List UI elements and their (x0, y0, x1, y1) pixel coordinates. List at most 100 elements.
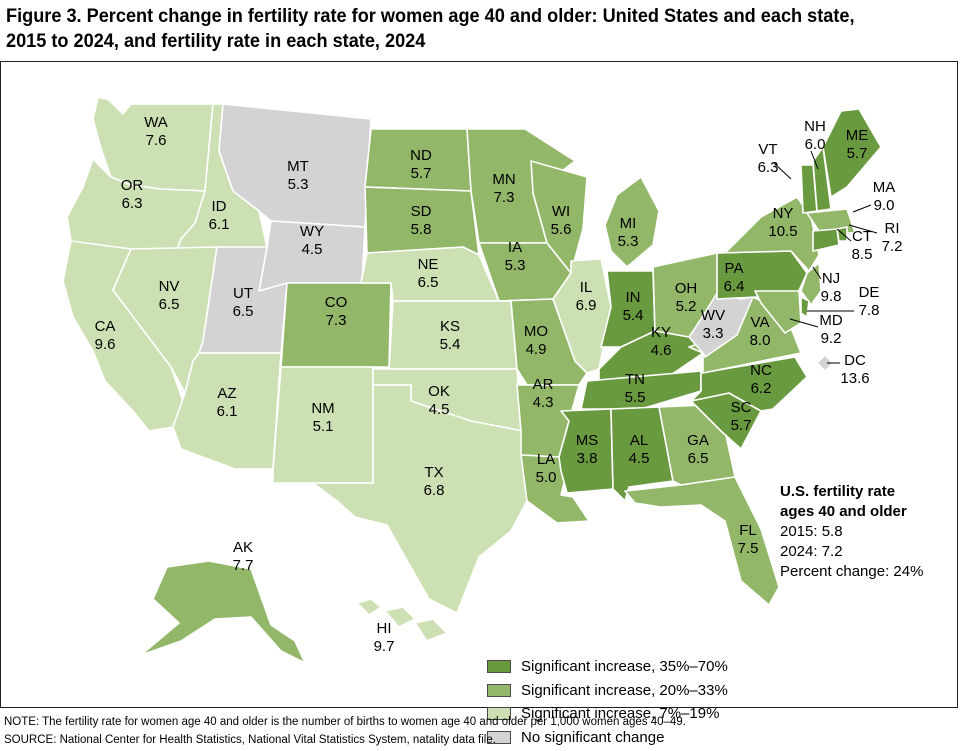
legend-swatch-mid (487, 683, 511, 697)
legend-label-high: Significant increase, 35%–70% (521, 658, 728, 676)
us-percent-change: Percent change: 24% (780, 563, 924, 580)
state-abbr-tn: TN (625, 371, 645, 388)
state-abbr-ia: IA (508, 239, 522, 256)
state-abbr-ga: GA (687, 432, 709, 449)
state-rate-tx: 6.8 (424, 482, 445, 499)
leader-nh (810, 150, 819, 170)
state-rate-nd: 5.7 (411, 165, 432, 182)
state-rate-tn: 5.5 (625, 389, 646, 406)
state-shape-il (552, 258, 612, 374)
state-abbr-ri: RI (885, 220, 900, 237)
state-abbr-sc: SC (731, 399, 752, 416)
state-abbr-oh: OH (675, 280, 698, 297)
state-rate-ar: 4.3 (533, 394, 554, 411)
state-rate-nm: 5.1 (313, 418, 334, 435)
state-shape-ct (812, 228, 840, 252)
state-rate-md: 9.2 (821, 330, 842, 347)
state-abbr-wi: WI (552, 203, 570, 220)
state-abbr-mt: MT (287, 158, 309, 175)
state-abbr-il: IL (580, 279, 593, 296)
state-rate-mo: 4.9 (526, 341, 547, 358)
state-rate-nv: 6.5 (159, 296, 180, 313)
state-rate-il: 6.9 (576, 297, 597, 314)
state-shape-hi (356, 598, 382, 616)
state-abbr-ut: UT (233, 285, 253, 302)
state-shape-hi2 (384, 606, 416, 628)
state-rate-ca: 9.6 (95, 336, 116, 353)
leader-vt (773, 162, 792, 180)
legend-item-low: Significant increase, 7%–19% (487, 702, 728, 726)
state-shape-nc (690, 356, 808, 412)
state-abbr-pa: PA (725, 260, 744, 277)
state-abbr-wa: WA (144, 114, 168, 131)
state-rate-ia: 5.3 (505, 257, 526, 274)
note-text: NOTE: The fertility rate for women age 4… (4, 716, 686, 728)
state-rate-va: 8.0 (750, 332, 771, 349)
us-summary-heading-2: ages 40 and older (780, 503, 907, 520)
state-rate-ak: 7.7 (233, 557, 254, 574)
state-abbr-ok: OK (428, 383, 450, 400)
state-rate-fl: 7.5 (738, 540, 759, 557)
leader-nj (812, 266, 822, 280)
state-abbr-md: MD (819, 312, 842, 329)
state-abbr-va: VA (751, 314, 770, 331)
state-abbr-sd: SD (411, 203, 432, 220)
state-abbr-de: DE (859, 284, 880, 301)
state-rate-or: 6.3 (122, 195, 143, 212)
state-rate-ny: 10.5 (768, 223, 797, 240)
state-rate-hi: 9.7 (374, 638, 395, 655)
state-abbr-mi: MI (620, 215, 637, 232)
state-shape-dc (816, 354, 834, 372)
state-rate-ri: 7.2 (882, 238, 903, 255)
legend-item-mid: Significant increase, 20%–33% (487, 679, 728, 703)
state-rate-ms: 3.8 (577, 450, 598, 467)
figure-title-line-2: 2015 to 2024, and fertility rate in each… (6, 30, 426, 52)
state-shape-fl (624, 476, 780, 606)
map-legend: Significant increase, 35%–70% Significan… (487, 655, 728, 749)
footnote: NOTE: The fertility rate for women age 4… (4, 713, 686, 749)
state-shape-tn (580, 370, 702, 410)
legend-label-mid: Significant increase, 20%–33% (521, 681, 728, 699)
state-rate-nc: 6.2 (751, 380, 772, 397)
state-abbr-ak: AK (233, 539, 253, 556)
leader-ct (836, 228, 852, 242)
state-rate-oh: 5.2 (676, 298, 697, 315)
state-abbr-vt: VT (758, 141, 777, 158)
state-abbr-ks: KS (440, 318, 460, 335)
state-rate-wv: 3.3 (703, 325, 724, 342)
state-abbr-la: LA (537, 451, 555, 468)
state-abbr-ca: CA (95, 318, 116, 335)
legend-swatch-low (487, 707, 511, 721)
legend-swatch-high (487, 660, 511, 674)
figure-title-line-1: Figure 3. Percent change in fertility ra… (6, 5, 855, 27)
state-abbr-nh: NH (804, 118, 826, 135)
state-rate-id: 6.1 (209, 216, 230, 233)
state-abbr-mn: MN (492, 171, 515, 188)
state-rate-wa: 7.6 (146, 132, 167, 149)
state-rate-de: 7.8 (859, 302, 880, 319)
map-frame: WA 7.6 OR 6.3 CA 9.6 ID 6.1 NV 6.5 MT 5.3 WY 4.5 UT 6.5… (0, 61, 958, 746)
state-abbr-or: OR (121, 177, 144, 194)
state-shape-de (800, 296, 810, 318)
state-abbr-mo: MO (524, 323, 548, 340)
state-rate-mn: 7.3 (494, 189, 515, 206)
state-abbr-nm: NM (311, 400, 334, 417)
state-shape-tx (312, 384, 528, 614)
figure-title: Figure 3. Percent change in fertility ra… (6, 4, 890, 54)
leader-ri (848, 224, 878, 234)
state-abbr-ma: MA (873, 179, 896, 196)
state-abbr-ny: NY (773, 205, 794, 222)
state-abbr-tx: TX (424, 464, 443, 481)
state-shape-nh (812, 146, 832, 212)
state-abbr-wy: WY (300, 223, 324, 240)
state-abbr-fl: FL (739, 522, 757, 539)
state-rate-sc: 5.7 (731, 417, 752, 434)
state-rate-me: 5.7 (847, 145, 868, 162)
state-rate-pa: 6.4 (724, 278, 745, 295)
state-rate-al: 4.5 (629, 450, 650, 467)
state-rate-ks: 5.4 (440, 336, 461, 353)
legend-swatch-none (487, 730, 511, 744)
state-shape-ak (140, 560, 306, 664)
state-abbr-ne: NE (418, 256, 439, 273)
state-abbr-co: CO (325, 294, 348, 311)
